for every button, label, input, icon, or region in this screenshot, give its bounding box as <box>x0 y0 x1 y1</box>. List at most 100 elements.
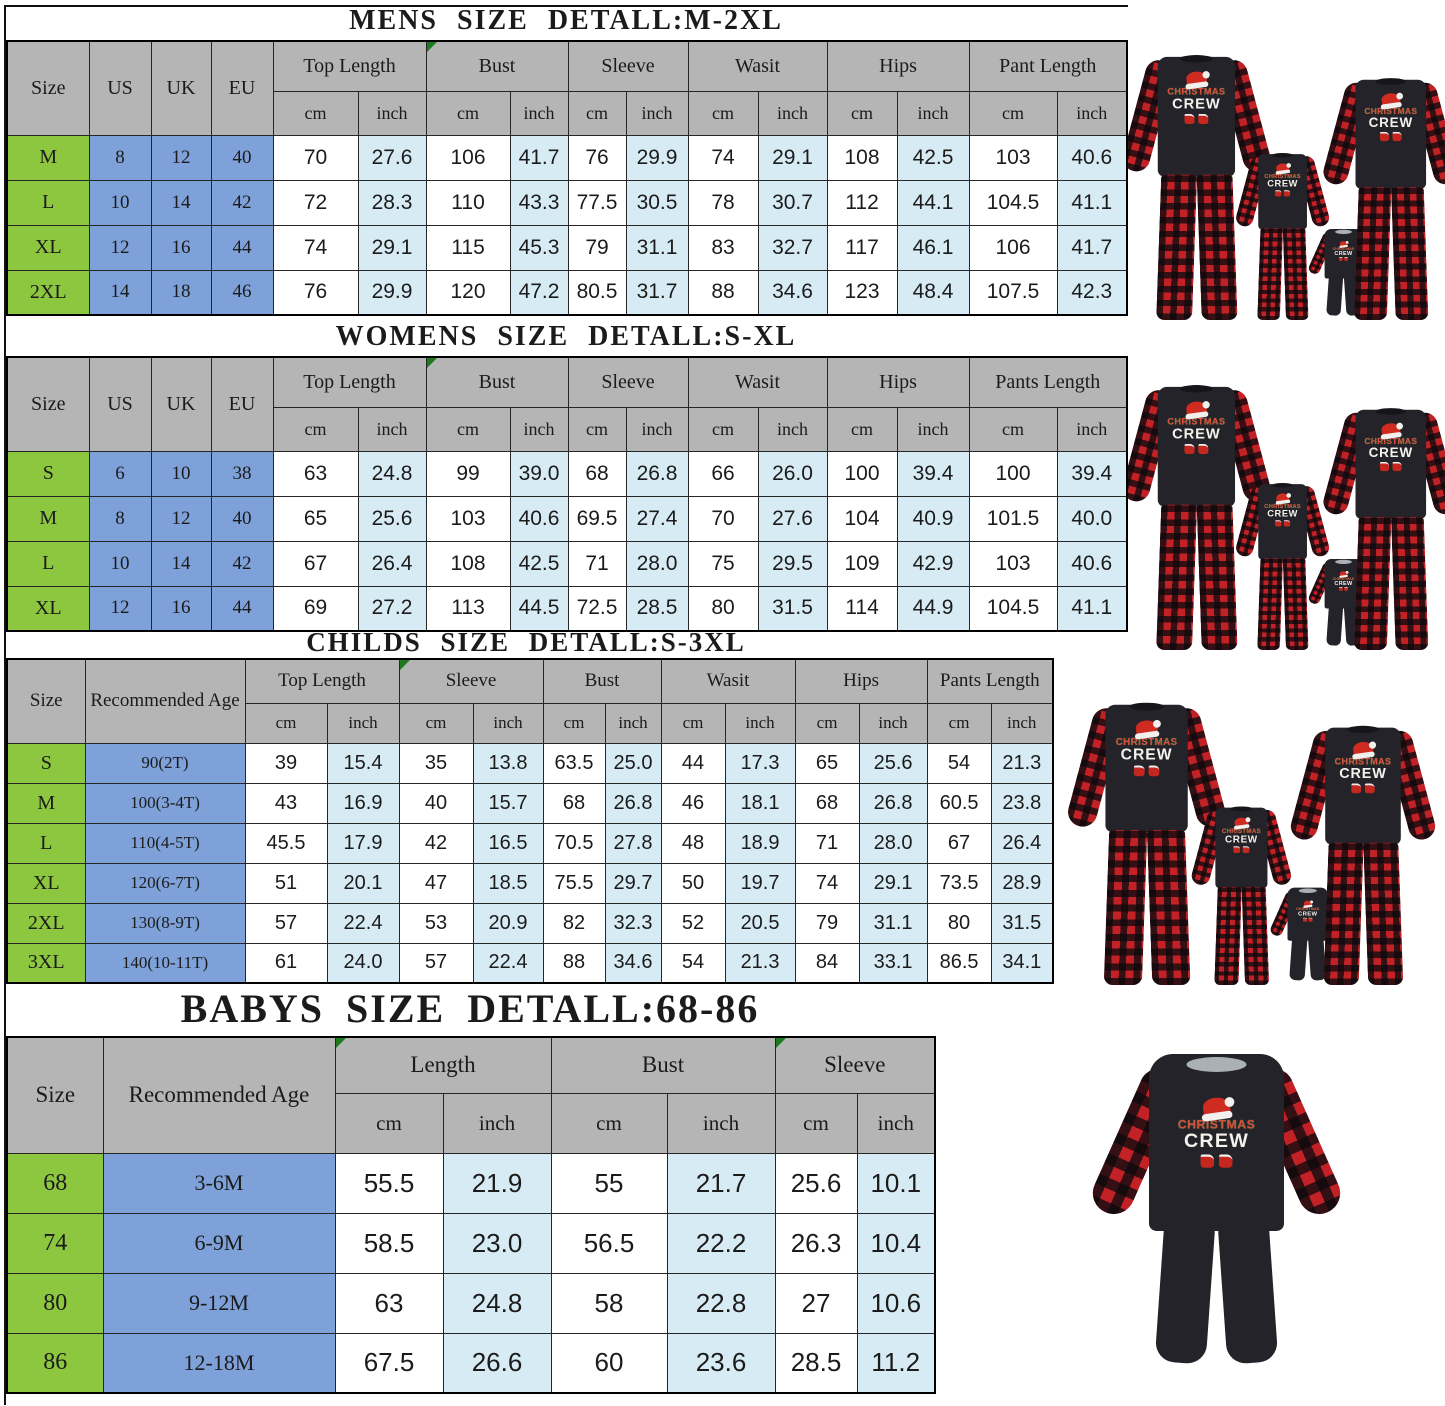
measurement-cell: 68 <box>567 450 627 497</box>
table-row: 2XL 14 18 46 76 29.9 120 47.2 80.5 31.7 … <box>6 269 1128 316</box>
table-row: M 100(3-4T) 43 16.9 40 15.7 68 26.8 46 1… <box>6 782 1054 824</box>
measurement-cell: 22.2 <box>666 1212 776 1274</box>
measurement-cell: 22.4 <box>472 942 544 984</box>
measurement-cell: 115 <box>425 224 511 271</box>
unit-header-inch: inch <box>326 702 400 744</box>
measurement-cell: 83 <box>687 224 759 271</box>
unit-header-cm: cm <box>774 1092 858 1154</box>
pajama-figure-adult: CHRISTMAS CREW <box>1128 56 1274 320</box>
size-cell: L <box>6 540 90 587</box>
measurement-cell: 75.5 <box>542 862 606 904</box>
measurement-cell: 31.7 <box>625 269 689 316</box>
table-row: 74 6-9M 58.5 23.0 56.5 22.2 26.3 10.4 <box>6 1212 936 1274</box>
unit-header-cm: cm <box>926 702 992 744</box>
measurement-cell: 13.8 <box>472 742 544 784</box>
col-header-us: US <box>88 356 152 452</box>
measurement-cell: 34.6 <box>604 942 662 984</box>
pajama-figure-child: CHRISTMAS CREW <box>1234 484 1332 650</box>
christmas-crew-print: CHRISTMAS CREW <box>1357 91 1424 142</box>
measurement-cell: 60 <box>550 1332 668 1394</box>
measurement-cell: 75 <box>687 540 759 587</box>
uk-cell: 12 <box>150 134 212 181</box>
collar <box>1335 559 1352 564</box>
eu-cell: 44 <box>210 224 274 271</box>
measurement-cell: 66 <box>687 450 759 497</box>
boots-icon <box>1167 1154 1265 1168</box>
measurement-cell: 50 <box>660 862 726 904</box>
age-cell: 100(3-4T) <box>84 782 246 824</box>
santa-hat-icon <box>1275 492 1290 503</box>
measurement-cell: 21.9 <box>442 1152 552 1214</box>
group-header: Top Length <box>244 658 400 704</box>
measurement-cell: 27.8 <box>604 822 662 864</box>
us-cell: 12 <box>88 224 152 271</box>
unit-header-cm: cm <box>425 406 511 452</box>
pajama-top: CHRISTMAS CREW <box>1258 154 1307 230</box>
santa-hat-icon <box>1275 162 1290 173</box>
group-header: Top Length <box>272 40 427 92</box>
mens-table-title: MENS SIZE DETALL:M-2XL <box>349 5 783 36</box>
age-cell: 130(8-9T) <box>84 902 246 944</box>
print-line-2: CREW <box>1267 509 1298 519</box>
uk-cell: 14 <box>150 540 212 587</box>
measurement-cell: 40.6 <box>1056 540 1128 587</box>
childs-size-table: Size Recommended Age Top Length Sleeve B… <box>6 658 1055 984</box>
measurement-cell: 32.3 <box>604 902 662 944</box>
measurement-cell: 68 <box>794 782 860 824</box>
boots-icon <box>1217 846 1267 853</box>
measurement-cell: 72 <box>272 179 359 226</box>
christmas-crew-print: CHRISTMAS CREW <box>1327 740 1399 794</box>
measurement-cell: 67.5 <box>334 1332 444 1394</box>
measurement-cell: 40.9 <box>896 495 970 542</box>
christmas-crew-print: CHRISTMAS CREW <box>1160 70 1234 125</box>
mens-size-table: Size US UK EU Top Length Bust Sleeve Was… <box>6 40 1129 316</box>
measurement-cell: 42.5 <box>509 540 569 587</box>
unit-header-row: cm inch cm inch cm inch <box>7 1092 936 1154</box>
pajama-top: CHRISTMAS CREW <box>1355 79 1427 189</box>
age-cell: 110(4-5T) <box>84 822 246 864</box>
col-header-us: US <box>88 40 152 136</box>
measurement-cell: 53 <box>398 902 474 944</box>
measurement-cell: 88 <box>687 269 759 316</box>
measurement-cell: 69.5 <box>567 495 627 542</box>
measurement-cell: 42.5 <box>896 134 970 181</box>
print-line-1: CHRISTMAS <box>1364 107 1418 117</box>
measurement-cell: 23.0 <box>442 1212 552 1274</box>
group-header-row: Size Recommended Age Top Length Sleeve B… <box>6 658 1054 744</box>
measurement-cell: 23.8 <box>990 782 1054 824</box>
col-header-eu: EU <box>210 356 274 452</box>
measurement-cell: 10.1 <box>856 1152 936 1214</box>
unit-header-cm: cm <box>425 90 511 136</box>
size-cell: M <box>6 134 90 181</box>
table-row: M 8 12 40 70 27.6 106 41.7 76 29.9 74 29… <box>6 134 1128 181</box>
measurement-cell: 28.3 <box>357 179 427 226</box>
measurement-cell: 100 <box>968 450 1058 497</box>
unit-header-row: cm inch cm inch cm inch cm inch cm inch cm inc… <box>7 702 1054 744</box>
measurement-cell: 29.7 <box>604 862 662 904</box>
size-cell: 86 <box>6 1332 104 1394</box>
measurement-cell: 29.1 <box>858 862 928 904</box>
measurement-cell: 28.9 <box>990 862 1054 904</box>
measurement-cell: 56.5 <box>550 1212 668 1274</box>
size-cell: L <box>6 179 90 226</box>
table-row: M 8 12 40 65 25.6 103 40.6 69.5 27.4 70 … <box>6 495 1128 542</box>
group-header-row: Size US UK EU Top Length Bust Sleeve Was… <box>6 356 1128 452</box>
measurement-cell: 113 <box>425 585 511 632</box>
romper-body: CHRISTMAS CREW <box>1149 1054 1284 1231</box>
pajama-figure-adult: CHRISTMAS CREW <box>1320 79 1445 320</box>
measurement-cell: 21.3 <box>724 942 796 984</box>
uk-cell: 16 <box>150 224 212 271</box>
measurement-cell: 25.6 <box>357 495 427 542</box>
product-photo-family-3: CHRISTMAS CREW CHRISTMAS CREW <box>1062 688 1445 993</box>
size-cell: M <box>6 782 86 824</box>
measurement-cell: 79 <box>794 902 860 944</box>
measurement-cell: 17.3 <box>724 742 796 784</box>
group-header: Sleeve <box>774 1036 936 1094</box>
measurement-cell: 46 <box>660 782 726 824</box>
measurement-cell: 40.6 <box>509 495 569 542</box>
measurement-cell: 31.1 <box>625 224 689 271</box>
christmas-crew-print: CHRISTMAS CREW <box>1217 816 1267 853</box>
measurement-cell: 43 <box>244 782 328 824</box>
table-row: 3XL 140(10-11T) 61 24.0 57 22.4 88 34.6 … <box>6 942 1054 984</box>
measurement-cell: 11.2 <box>856 1332 936 1394</box>
